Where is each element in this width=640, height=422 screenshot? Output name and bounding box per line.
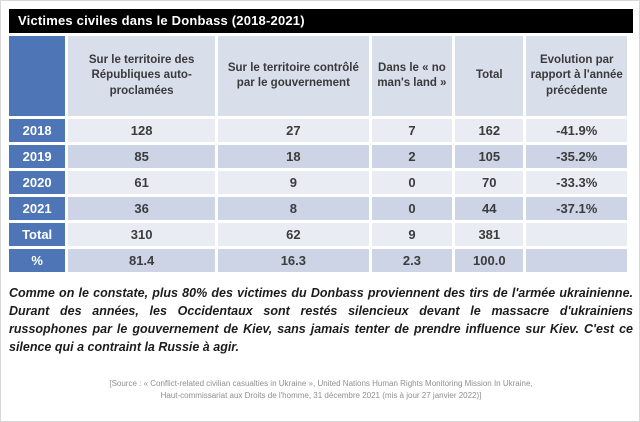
data-cell: 128 — [68, 119, 215, 142]
table-title: Victimes civiles dans le Donbass (2018-2… — [18, 13, 305, 28]
data-cell — [526, 223, 627, 246]
data-cell: 81.4 — [68, 249, 215, 272]
data-cell: 0 — [371, 197, 453, 220]
data-cell: 7 — [371, 119, 453, 142]
table-header-row: Sur le territoire des Républiques auto-p… — [9, 36, 627, 116]
data-cell: -37.1% — [526, 197, 627, 220]
column-header: Evolution par rapport à l'année précéden… — [526, 36, 627, 116]
source-line-2: Haut-commissariat aux Droits de l'homme,… — [160, 390, 482, 400]
data-cell: 310 — [68, 223, 215, 246]
data-cell: 36 — [68, 197, 215, 220]
table-title-bar: Victimes civiles dans le Donbass (2018-2… — [9, 9, 633, 33]
data-cell: 27 — [217, 119, 369, 142]
table-row: % 81.4 16.3 2.3 100.0 — [9, 249, 627, 272]
data-cell: -41.9% — [526, 119, 627, 142]
table-row: 2021 36 8 0 44 -37.1% — [9, 197, 627, 220]
data-cell: 8 — [217, 197, 369, 220]
table-row: 2019 85 18 2 105 -35.2% — [9, 145, 627, 168]
table-row: Total 310 62 9 381 — [9, 223, 627, 246]
commentary-paragraph: Comme on le constate, plus 80% des victi… — [9, 286, 633, 355]
data-cell: 9 — [371, 223, 453, 246]
data-cell: 70 — [455, 171, 524, 194]
column-header: Total — [455, 36, 524, 116]
column-header: Sur le territoire contrôlé par le gouver… — [217, 36, 369, 116]
table-row: 2018 128 27 7 162 -41.9% — [9, 119, 627, 142]
data-cell: 18 — [217, 145, 369, 168]
row-label: 2019 — [9, 145, 66, 168]
source-citation: [Source : « Conflict-related civilian ca… — [9, 378, 633, 403]
data-cell: 61 — [68, 171, 215, 194]
data-cell: 44 — [455, 197, 524, 220]
row-label: 2020 — [9, 171, 66, 194]
data-cell: 85 — [68, 145, 215, 168]
data-cell — [526, 249, 627, 272]
data-cell: 62 — [217, 223, 369, 246]
data-cell: 100.0 — [455, 249, 524, 272]
column-header: Dans le « no man's land » — [371, 36, 453, 116]
data-cell: 105 — [455, 145, 524, 168]
data-cell: 16.3 — [217, 249, 369, 272]
data-cell: 162 — [455, 119, 524, 142]
data-cell: -35.2% — [526, 145, 627, 168]
data-cell: 0 — [371, 171, 453, 194]
data-cell: 2 — [371, 145, 453, 168]
row-label: % — [9, 249, 66, 272]
data-cell: -33.3% — [526, 171, 627, 194]
data-cell: 2.3 — [371, 249, 453, 272]
row-label: 2021 — [9, 197, 66, 220]
casualties-table: Sur le territoire des Républiques auto-p… — [6, 33, 630, 275]
corner-cell — [9, 36, 66, 116]
data-cell: 381 — [455, 223, 524, 246]
row-label: 2018 — [9, 119, 66, 142]
row-label: Total — [9, 223, 66, 246]
data-cell: 9 — [217, 171, 369, 194]
table-row: 2020 61 9 0 70 -33.3% — [9, 171, 627, 194]
column-header: Sur le territoire des Républiques auto-p… — [68, 36, 215, 116]
source-line-1: [Source : « Conflict-related civilian ca… — [109, 378, 533, 388]
table-body: 2018 128 27 7 162 -41.9% 2019 85 18 2 105 -35.2% 202… — [9, 119, 627, 272]
